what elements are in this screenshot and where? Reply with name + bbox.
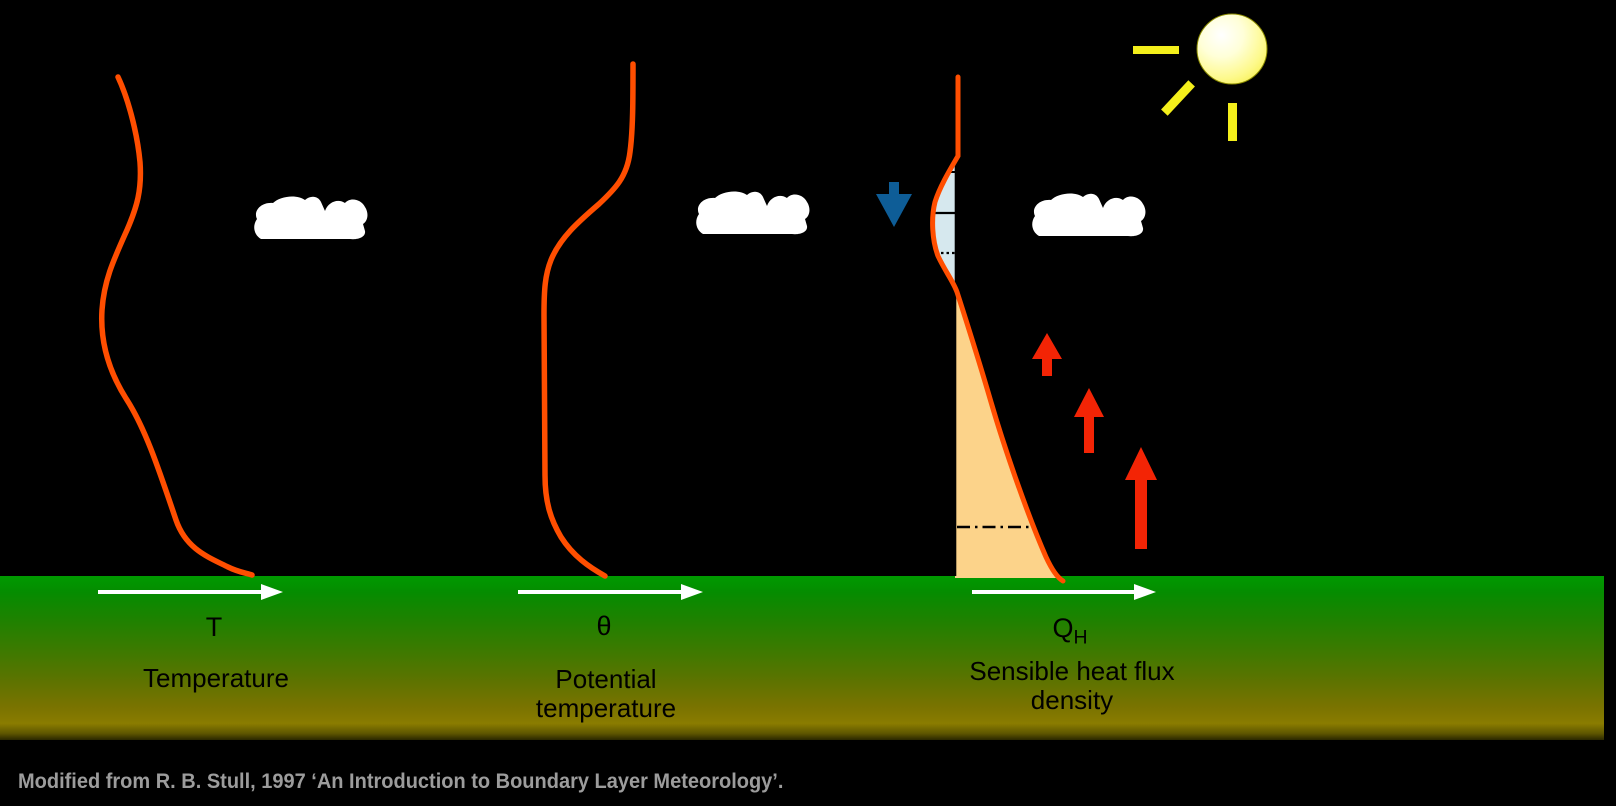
temperature-curve (98, 74, 255, 578)
up-arrow-icon (1125, 447, 1157, 549)
cloud-icon (696, 191, 810, 235)
ground (0, 576, 1604, 740)
right-arrow-icon (972, 584, 1156, 600)
cloud-icon (254, 196, 368, 240)
temperature-name-label: Temperature (143, 663, 289, 693)
cloud-icon (1032, 193, 1146, 237)
down-arrow-icon (876, 182, 912, 227)
sun-icon (1196, 13, 1268, 85)
potential-temperature-name-label: Potential temperature (535, 664, 677, 723)
right-arrow-icon (98, 584, 283, 600)
sun-ray-icon (1228, 103, 1237, 141)
potential-temperature-curve (541, 61, 636, 579)
up-arrow-icon (1032, 333, 1062, 376)
source-caption: Modified from R. B. Stull, 1997 ‘An Intr… (18, 769, 784, 793)
sun-ray-icon (1133, 46, 1179, 54)
up-arrow-icon (1074, 388, 1104, 453)
sun-ray-icon (1161, 80, 1195, 116)
right-arrow-icon (518, 584, 703, 600)
positive-flux-area (955, 288, 1060, 578)
heat-flux-curve (930, 74, 1066, 584)
potential-temperature-symbol-label: θ (596, 611, 612, 641)
temperature-symbol-label: T (205, 612, 223, 642)
heat-flux-name-label: Sensible heat flux density (969, 656, 1175, 715)
heat-flux-symbol-label: QH (1052, 613, 1088, 649)
